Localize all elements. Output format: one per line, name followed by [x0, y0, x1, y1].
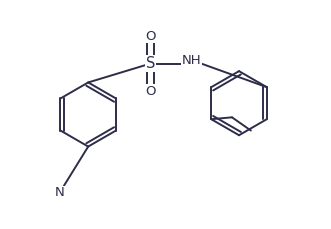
- Text: N: N: [54, 186, 64, 199]
- Text: NH: NH: [182, 54, 202, 67]
- Text: O: O: [145, 30, 156, 43]
- Text: O: O: [145, 85, 156, 98]
- Text: S: S: [146, 56, 155, 71]
